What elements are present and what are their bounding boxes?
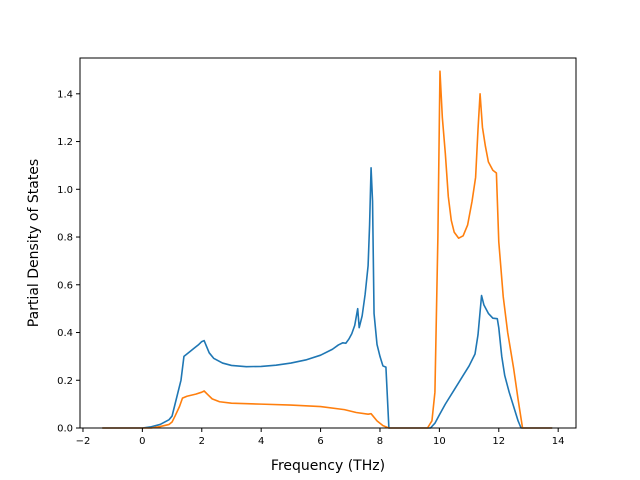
y-tick-label: 0.8 [57, 233, 73, 244]
y-axis-label: Partial Density of States [26, 159, 42, 327]
x-axis-label: Frequency (THz) [271, 458, 385, 474]
x-tick-label: 4 [258, 436, 264, 447]
y-tick-label: 1.4 [57, 89, 73, 100]
y-axis-ticks: 0.0 0.2 0.4 0.6 0.8 1.0 1.2 1.4 [57, 89, 80, 435]
x-axis-ticks: −2 0 2 4 6 8 10 12 14 [76, 428, 565, 447]
y-tick-label: 0.2 [57, 376, 73, 387]
series-line-2 [102, 70, 553, 429]
y-tick-label: 0.4 [57, 328, 73, 339]
x-tick-label: −2 [76, 436, 91, 447]
y-tick-label: 0.0 [57, 424, 73, 435]
x-tick-label: 12 [492, 436, 505, 447]
x-tick-label: 0 [139, 436, 145, 447]
y-tick-label: 1.2 [57, 137, 73, 148]
plot-background [80, 58, 576, 428]
x-tick-label: 2 [199, 436, 205, 447]
x-tick-label: 8 [377, 436, 383, 447]
plot-frame [79, 57, 577, 429]
x-tick-label: 6 [317, 436, 323, 447]
series-layer [102, 70, 553, 429]
y-tick-label: 1.0 [57, 185, 73, 196]
y-tick-label: 0.6 [57, 280, 73, 291]
x-tick-label: 10 [433, 436, 446, 447]
x-tick-label: 14 [552, 436, 565, 447]
series-line-1 [102, 167, 553, 429]
